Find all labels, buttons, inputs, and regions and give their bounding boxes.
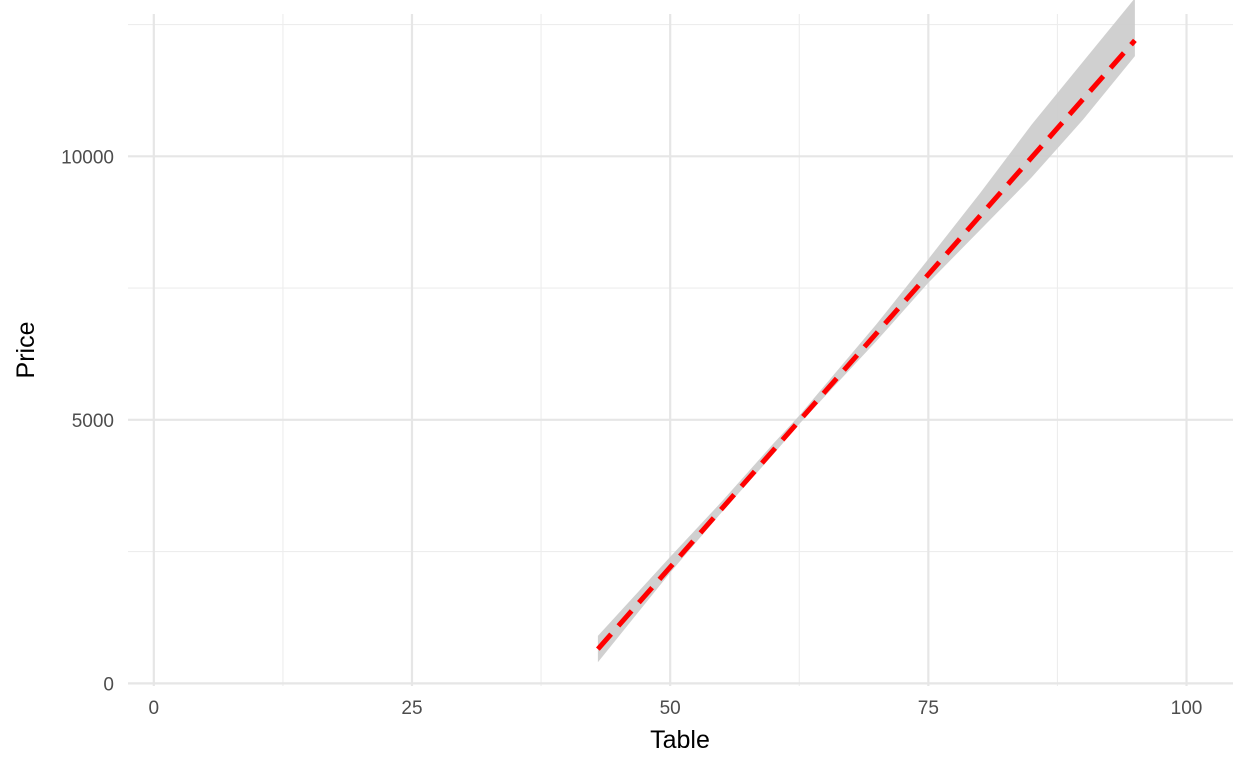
x-tick-label: 25 <box>401 698 422 719</box>
y-axis-title: Price <box>12 322 40 379</box>
x-tick-label: 100 <box>1171 698 1203 719</box>
line-layer <box>596 38 1137 651</box>
y-tick-label: 5000 <box>72 411 114 432</box>
y-tick-label: 10000 <box>61 147 114 168</box>
grid-layer <box>128 14 1233 686</box>
confidence-band <box>597 0 1135 663</box>
band-layer <box>597 0 1135 663</box>
y-tick-label: 0 <box>103 674 114 695</box>
x-tick-label: 75 <box>918 698 939 719</box>
x-tick-label: 0 <box>149 698 160 719</box>
tick-label-layer: 0 25 50 75 100 0 5000 10000 <box>61 147 1202 719</box>
x-tick-label: 50 <box>660 698 681 719</box>
fit-line <box>596 38 1137 651</box>
x-axis-title: Table <box>650 726 710 754</box>
